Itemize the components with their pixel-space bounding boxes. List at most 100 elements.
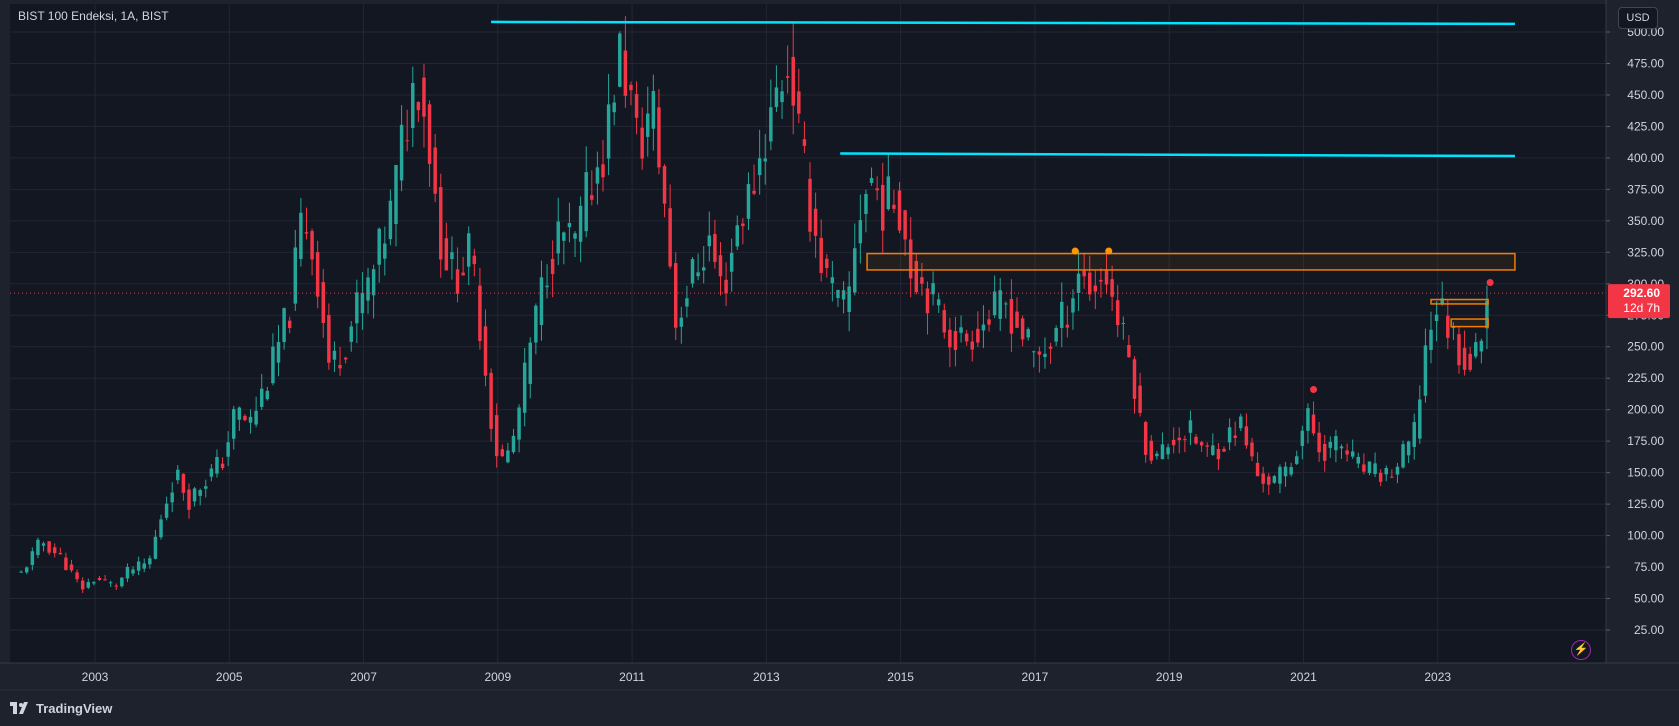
candle-body xyxy=(243,415,247,421)
candle-body xyxy=(455,269,460,294)
candle-body xyxy=(1239,416,1243,429)
candle-body xyxy=(606,104,611,159)
candle-body xyxy=(433,147,437,194)
y-tick-label: 350.00 xyxy=(1627,214,1664,228)
candle-body xyxy=(774,87,779,108)
candle-body xyxy=(534,305,538,343)
candle-body xyxy=(1367,461,1372,473)
candle-body xyxy=(1082,270,1086,277)
candle-body xyxy=(1183,439,1187,441)
candle-body xyxy=(1390,476,1394,478)
candle-body xyxy=(254,410,258,425)
candle-body xyxy=(1099,279,1103,282)
candle-body xyxy=(1261,473,1265,484)
candle-body xyxy=(142,563,146,569)
candle-body xyxy=(562,232,566,241)
tradingview-logo[interactable]: TradingView xyxy=(10,699,112,717)
candle-body xyxy=(1160,444,1165,460)
candle-body xyxy=(1412,422,1416,447)
candle-body xyxy=(1216,448,1221,460)
candle-body xyxy=(1171,439,1176,446)
x-tick-label: 2005 xyxy=(216,670,243,684)
candle-body xyxy=(489,372,493,429)
candle-body xyxy=(1429,329,1433,350)
candle-body xyxy=(864,193,868,215)
candle-body xyxy=(528,342,533,384)
candle-body xyxy=(349,326,353,342)
candle-body xyxy=(1317,432,1321,453)
candle-body xyxy=(338,364,342,369)
candle-body xyxy=(992,291,997,316)
candle-body xyxy=(573,233,577,239)
candle-body xyxy=(422,77,426,117)
candle-body xyxy=(920,277,924,284)
candle-body xyxy=(752,190,756,194)
candle-body xyxy=(1110,279,1114,297)
candle-body xyxy=(511,435,516,453)
candle-body xyxy=(472,255,477,265)
candle-body xyxy=(1406,441,1411,456)
candle-body xyxy=(1423,345,1428,396)
candle-body xyxy=(836,289,840,298)
candle-body xyxy=(187,489,191,510)
y-tick-label: 475.00 xyxy=(1627,56,1664,70)
candle-body xyxy=(47,541,51,553)
candle-body xyxy=(226,442,230,457)
y-tick-label: 225.00 xyxy=(1627,371,1664,385)
candle-body xyxy=(198,490,202,496)
candle-body xyxy=(1155,453,1159,457)
candle-body xyxy=(315,252,320,297)
candle-body xyxy=(1227,427,1232,443)
candle-body xyxy=(153,536,158,559)
candle-body xyxy=(97,577,102,580)
candle-body xyxy=(1272,476,1277,483)
candle-body xyxy=(813,208,818,236)
x-tick-label: 2009 xyxy=(484,670,511,684)
candle-body xyxy=(282,308,286,343)
x-tick-label: 2017 xyxy=(1022,670,1049,684)
candle-body xyxy=(52,547,57,554)
candle-body xyxy=(114,585,118,587)
signal-marker xyxy=(1486,279,1494,287)
candle-body xyxy=(701,267,706,271)
candle-body xyxy=(1339,446,1344,449)
candle-body xyxy=(595,167,600,184)
candle-body xyxy=(1485,300,1489,329)
candle-body xyxy=(696,272,700,277)
candle-body xyxy=(86,582,91,588)
resistance-line xyxy=(840,152,1515,158)
candle-body xyxy=(1194,436,1198,444)
candle-body xyxy=(785,76,790,78)
candle-body xyxy=(763,158,767,162)
candle-body xyxy=(1026,329,1030,338)
candle-body xyxy=(1446,315,1450,338)
candle-body xyxy=(970,341,974,350)
candle-body xyxy=(668,208,672,267)
candle-body xyxy=(1205,445,1209,447)
candle-body xyxy=(886,176,891,210)
candle-body xyxy=(120,577,124,587)
candle-body xyxy=(36,539,40,556)
candle-body xyxy=(248,416,253,423)
candle-body xyxy=(1177,437,1181,441)
candle-body xyxy=(383,243,387,259)
currency-button[interactable]: USD xyxy=(1618,7,1658,29)
candle-body xyxy=(1199,442,1204,446)
lightning-icon[interactable]: ⚡ xyxy=(1571,640,1591,660)
candle-body xyxy=(1474,342,1478,357)
candle-body xyxy=(287,320,292,328)
candle-body xyxy=(75,572,79,580)
plot-background xyxy=(10,4,1606,663)
candle-body xyxy=(1211,445,1215,455)
candle-body xyxy=(1188,420,1193,433)
symbol-title: BIST 100 Endeksi, 1A, BIST xyxy=(18,9,169,23)
candle-body xyxy=(204,486,208,489)
candle-body xyxy=(1149,440,1154,461)
candle-body xyxy=(192,488,197,502)
y-tick-label: 100.00 xyxy=(1627,529,1664,543)
candle-body xyxy=(662,166,667,204)
candle-body xyxy=(931,283,935,295)
candle-body xyxy=(220,463,225,468)
candle-body xyxy=(1076,273,1081,293)
